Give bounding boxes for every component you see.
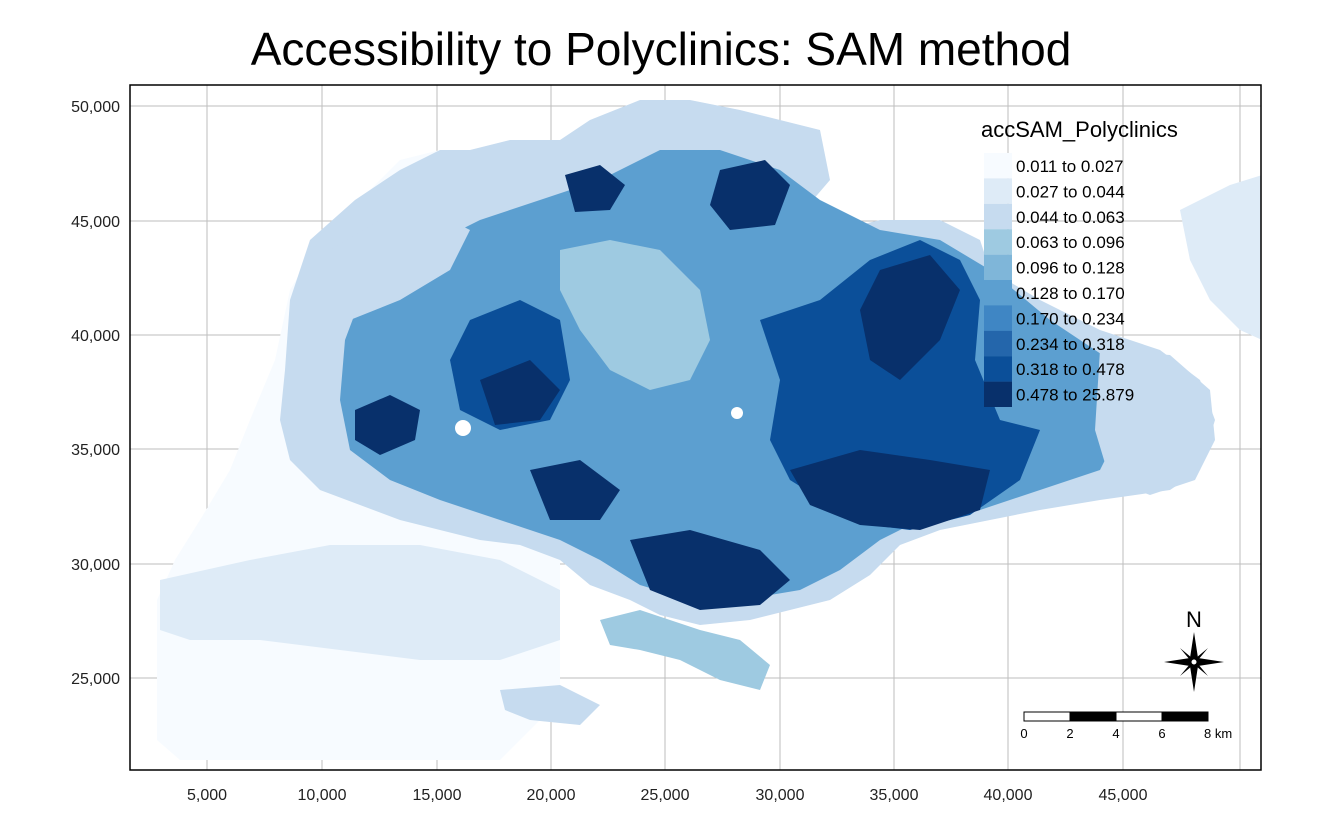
y-tick-label: 40,000 bbox=[71, 328, 120, 345]
y-tick-label: 50,000 bbox=[71, 99, 120, 116]
map-region-small-island bbox=[500, 685, 600, 725]
legend: accSAM_Polyclinics 0.011 to 0.027 0.027 t… bbox=[981, 117, 1178, 407]
map-region-interior-light bbox=[560, 240, 710, 390]
legend-swatch bbox=[984, 280, 1012, 306]
scale-label: 6 bbox=[1158, 726, 1165, 741]
map-frame bbox=[129, 84, 1262, 771]
legend-swatch bbox=[984, 381, 1012, 407]
legend-label: 0.044 to 0.063 bbox=[1016, 208, 1125, 227]
legend-swatch bbox=[984, 178, 1012, 204]
legend-label: 0.170 to 0.234 bbox=[1016, 309, 1125, 328]
map-region-darkest-west bbox=[355, 395, 420, 455]
legend-label: 0.318 to 0.478 bbox=[1016, 360, 1125, 379]
map-title: Accessibility to Polyclinics: SAM method bbox=[250, 23, 1072, 75]
legend-title: accSAM_Polyclinics bbox=[981, 117, 1178, 142]
map-region-dark-east bbox=[760, 240, 1040, 530]
legend-swatch bbox=[984, 330, 1012, 357]
legend-label: 0.027 to 0.044 bbox=[1016, 182, 1125, 201]
legend-swatch bbox=[984, 305, 1012, 331]
x-tick-label: 15,000 bbox=[413, 787, 462, 804]
map-region-darkest-east bbox=[860, 255, 960, 380]
legend-label: 0.063 to 0.096 bbox=[1016, 233, 1125, 252]
map-region-northwest-light bbox=[300, 210, 470, 320]
map-region-far-east bbox=[1095, 350, 1215, 495]
x-tick-label: 25,000 bbox=[641, 787, 690, 804]
x-tick-label: 35,000 bbox=[870, 787, 919, 804]
scale-label: 4 bbox=[1112, 726, 1119, 741]
y-axis: 50,000 45,000 40,000 35,000 30,000 25,00… bbox=[71, 99, 120, 688]
x-tick-label: 40,000 bbox=[984, 787, 1033, 804]
map-region-darkest-center bbox=[480, 360, 560, 425]
map-region-southern-islands bbox=[600, 610, 770, 690]
north-label: N bbox=[1186, 607, 1202, 632]
y-tick-label: 35,000 bbox=[71, 442, 120, 459]
legend-swatch bbox=[984, 153, 1012, 179]
choropleth-map bbox=[157, 100, 1261, 760]
legend-swatch bbox=[984, 229, 1012, 255]
legend-swatch bbox=[984, 254, 1012, 280]
scale-label: 8 km bbox=[1204, 726, 1232, 741]
legend-label: 0.096 to 0.128 bbox=[1016, 259, 1125, 278]
y-tick-label: 25,000 bbox=[71, 671, 120, 688]
scale-label: 2 bbox=[1066, 726, 1073, 741]
map-region-darkest-south bbox=[630, 530, 790, 610]
map-region-darkest-north-a bbox=[565, 165, 625, 212]
legend-swatch bbox=[984, 356, 1012, 382]
map-region-east-island bbox=[1180, 175, 1261, 340]
legend-label: 0.128 to 0.170 bbox=[1016, 284, 1125, 303]
legend-label: 0.478 to 25.879 bbox=[1016, 386, 1134, 405]
map-region-southwest-islands bbox=[160, 545, 560, 660]
legend-swatch bbox=[984, 203, 1012, 230]
y-tick-label: 30,000 bbox=[71, 557, 120, 574]
north-arrow: N bbox=[1164, 607, 1224, 692]
map-hole-b bbox=[731, 407, 743, 419]
x-tick-label: 30,000 bbox=[756, 787, 805, 804]
legend-label: 0.234 to 0.318 bbox=[1016, 335, 1125, 354]
map-hole-a bbox=[455, 420, 471, 436]
legend-label: 0.011 to 0.027 bbox=[1016, 157, 1123, 176]
compass-rose-icon bbox=[1164, 632, 1224, 692]
map-region-dark-south-mid bbox=[530, 460, 620, 520]
map-region-darkest-southeast bbox=[790, 450, 990, 530]
x-tick-label: 20,000 bbox=[527, 787, 576, 804]
x-tick-label: 5,000 bbox=[187, 787, 227, 804]
scale-bar: 0 2 4 6 8 km bbox=[1020, 711, 1232, 741]
x-tick-label: 45,000 bbox=[1099, 787, 1148, 804]
x-tick-label: 10,000 bbox=[298, 787, 347, 804]
y-tick-label: 45,000 bbox=[71, 214, 120, 231]
map-region-darkest-north-b bbox=[710, 160, 790, 230]
scale-label: 0 bbox=[1020, 726, 1027, 741]
x-axis: 5,000 10,000 15,000 20,000 25,000 30,000… bbox=[187, 787, 1148, 804]
